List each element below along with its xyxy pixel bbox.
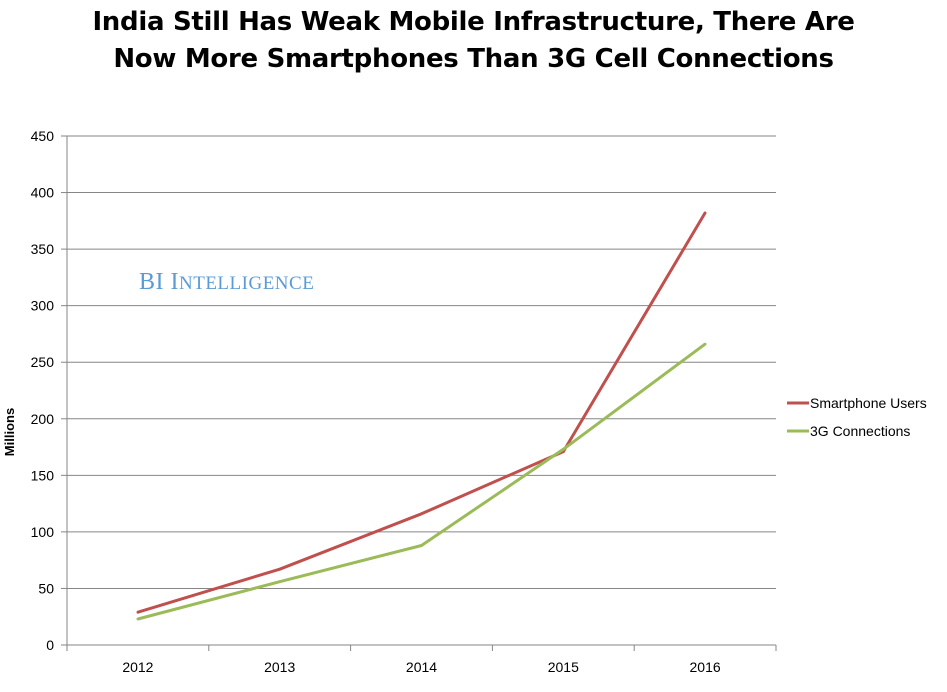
data-point bbox=[703, 211, 707, 215]
y-tick-label: 450 bbox=[31, 128, 55, 144]
legend-label: Smartphone Users bbox=[810, 395, 927, 411]
chart-title-line-2: Now More Smartphones Than 3G Cell Connec… bbox=[113, 44, 834, 74]
y-tick-label: 400 bbox=[31, 185, 55, 201]
bi-intelligence-watermark: BI INTELLIGENCE bbox=[139, 269, 314, 295]
axes bbox=[66, 136, 776, 646]
data-point bbox=[420, 544, 423, 547]
y-tick-labels: 0 50 100 150 200 250 300 350 400 450 bbox=[31, 128, 67, 653]
y-tick-label: 50 bbox=[38, 580, 54, 596]
y-tick-label: 0 bbox=[46, 637, 54, 653]
legend-label: 3G Connections bbox=[810, 423, 910, 439]
chart-title-line-1: India Still Has Weak Mobile Infrastructu… bbox=[92, 7, 855, 37]
y-tick-label: 350 bbox=[31, 241, 55, 257]
y-tick-label: 100 bbox=[31, 524, 55, 540]
x-tick-label: 2014 bbox=[406, 659, 437, 675]
data-point bbox=[420, 512, 423, 516]
data-point bbox=[278, 580, 282, 584]
data-point bbox=[278, 567, 282, 571]
y-axis-label: Millions bbox=[2, 408, 17, 456]
chart-title: India Still Has Weak Mobile Infrastructu… bbox=[0, 4, 947, 78]
data-point bbox=[136, 617, 140, 621]
gridlines bbox=[67, 135, 776, 589]
watermark-rest: NTELLIGENCE bbox=[179, 273, 314, 294]
series-line-2 bbox=[137, 342, 706, 621]
y-tick-label: 250 bbox=[31, 354, 55, 370]
legend: Smartphone Users 3G Connections bbox=[787, 395, 927, 439]
x-tick-label: 2012 bbox=[122, 659, 153, 675]
y-tick-label: 300 bbox=[31, 298, 55, 314]
x-tick-label: 2013 bbox=[264, 659, 295, 675]
series-lines bbox=[136, 211, 707, 621]
x-tick-labels: 2012 2013 2014 2015 2016 bbox=[66, 645, 777, 675]
y-tick-label: 200 bbox=[31, 411, 55, 427]
x-tick-label: 2015 bbox=[548, 659, 579, 675]
data-point bbox=[561, 447, 565, 451]
watermark-initial-i: I bbox=[171, 269, 180, 295]
watermark-bi: BI bbox=[139, 269, 164, 295]
data-point bbox=[703, 342, 707, 346]
x-tick-label: 2016 bbox=[690, 659, 721, 675]
y-tick-label: 150 bbox=[31, 467, 55, 483]
data-point bbox=[136, 610, 140, 614]
